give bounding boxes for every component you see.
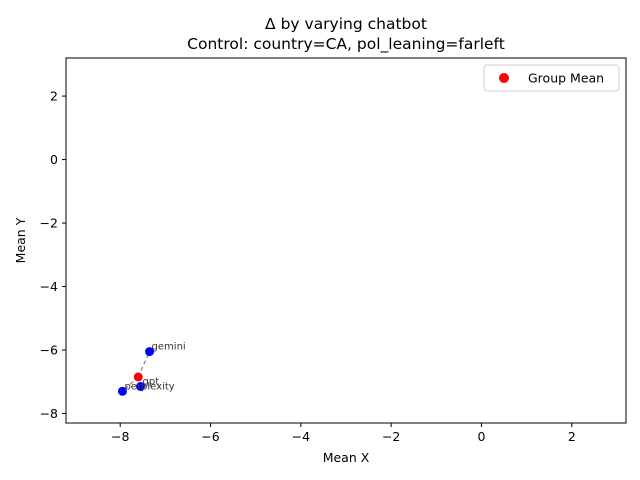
point-gpt <box>136 382 146 391</box>
plot-area-frame <box>65 57 627 424</box>
y-tick-label: 0 <box>50 152 58 167</box>
x-tick-label: −2 <box>382 429 400 444</box>
chart-title-line2: Control: country=CA, pol_leaning=farleft <box>187 35 505 54</box>
y-tick-label: −2 <box>40 216 58 231</box>
x-tick-label: −8 <box>111 429 129 444</box>
legend-label-group-mean: Group Mean <box>528 71 604 86</box>
point-label-perplexity: perplexity <box>124 381 174 392</box>
x-tick-label: −4 <box>292 429 310 444</box>
legend-box <box>483 64 620 92</box>
group-mean-point <box>133 372 143 382</box>
x-axis-label: Mean X <box>323 450 370 465</box>
y-tick-label: 2 <box>50 89 58 104</box>
y-axis-label: Mean Y <box>13 217 28 263</box>
point-label-gpt: gpt <box>143 377 160 388</box>
y-tick-label: −8 <box>40 406 58 421</box>
legend-marker-group-mean <box>499 73 509 83</box>
y-tick-label: −6 <box>40 343 58 358</box>
point-gemini <box>145 347 155 357</box>
x-axis-ticks: −8 −6 −4 −2 0 2 <box>111 423 576 444</box>
chart-title-line1: Δ by varying chatbot <box>265 15 427 33</box>
connector-gemini <box>137 351 151 378</box>
y-tick-label: −4 <box>40 279 58 294</box>
x-tick-label: −6 <box>201 429 219 444</box>
point-label-gemini: gemini <box>152 342 186 353</box>
y-axis-ticks: −8 −6 −4 −2 0 2 <box>40 89 66 421</box>
point-perplexity <box>117 386 127 396</box>
x-tick-label: 2 <box>568 429 576 444</box>
x-tick-label: 0 <box>478 429 486 444</box>
legend: Group Mean <box>483 64 620 92</box>
